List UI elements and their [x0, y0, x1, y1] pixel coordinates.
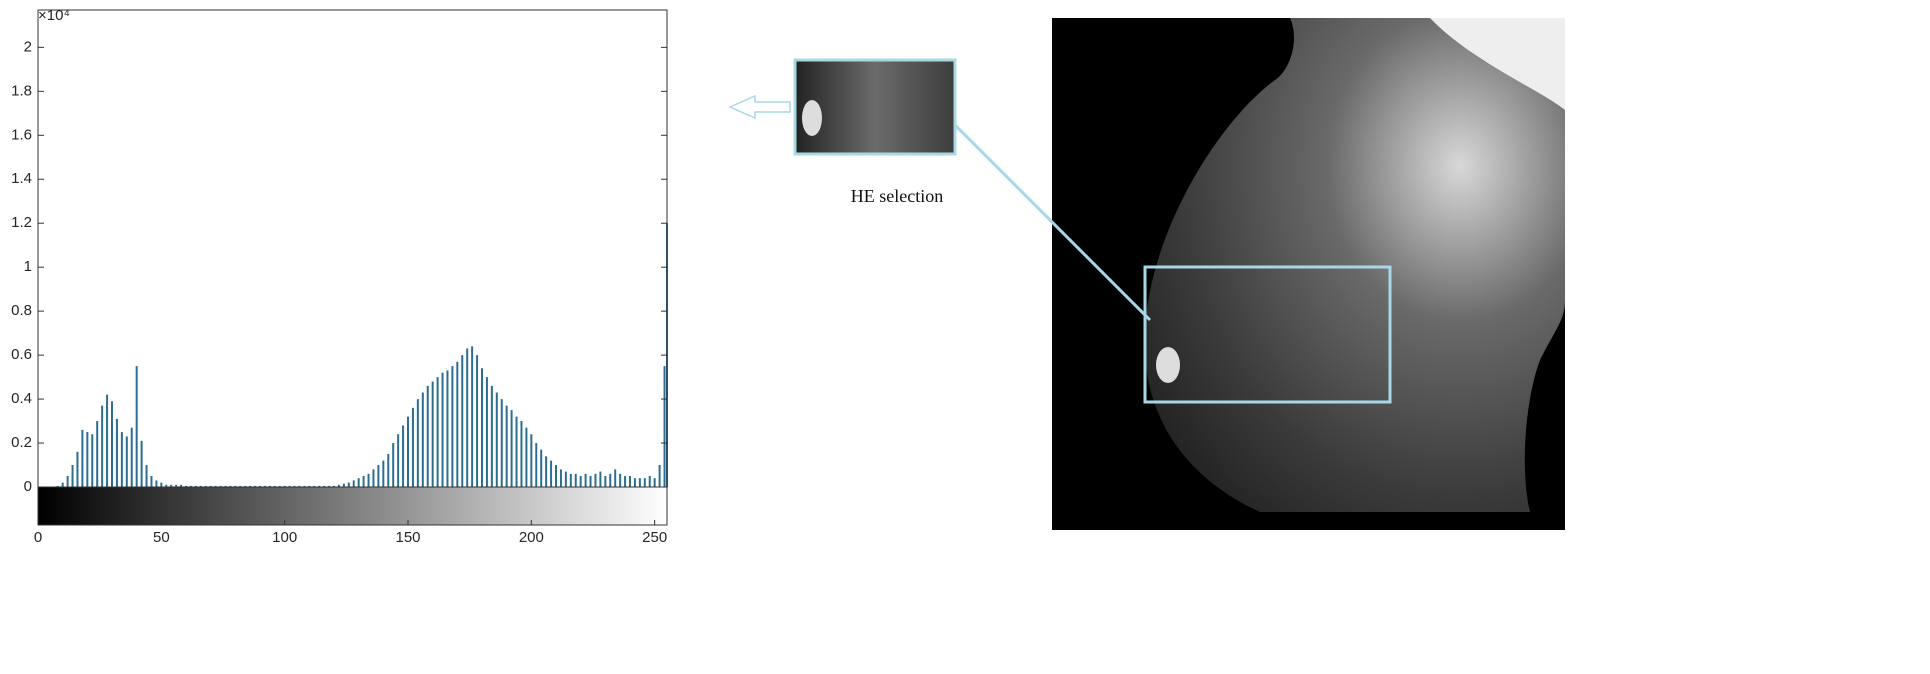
- y-tick-label: 1: [24, 258, 32, 275]
- bright-spot: [1156, 347, 1180, 383]
- y-tick-label: 0.8: [11, 302, 32, 319]
- y-tick-label: 2: [24, 38, 32, 55]
- y-tick-label: 0: [24, 478, 32, 495]
- y-tick-label: 1.6: [11, 126, 32, 143]
- y-tick-label: 1.8: [11, 82, 32, 99]
- y-tick-label: 0.2: [11, 434, 32, 451]
- plot-area: [38, 223, 668, 488]
- zoom-box: [793, 58, 957, 156]
- y-tick-label: 1.2: [11, 214, 32, 231]
- x-tick-label: 100: [272, 529, 297, 546]
- bright-region: [1430, 18, 1565, 110]
- connector: [953, 123, 1152, 322]
- colorbar: [38, 487, 667, 525]
- x-tick-label: 200: [519, 529, 544, 546]
- x-tick-label: 0: [34, 529, 42, 546]
- annotation: HE selection: [851, 186, 943, 206]
- breast-tissue: [1144, 18, 1565, 512]
- zoom-bright-spot: [802, 100, 822, 136]
- x-tick-label: 250: [642, 529, 667, 546]
- x-tick-label: 50: [153, 529, 170, 546]
- y-tick-label: 0.4: [11, 390, 32, 407]
- arrow: [728, 94, 791, 120]
- y-tick-label: 0.6: [11, 346, 32, 363]
- selection-box: [1143, 265, 1392, 404]
- x-tick-label: 150: [395, 529, 420, 546]
- y-multiplier: ×10⁴: [38, 7, 70, 24]
- y-tick-label: 1.4: [11, 170, 32, 187]
